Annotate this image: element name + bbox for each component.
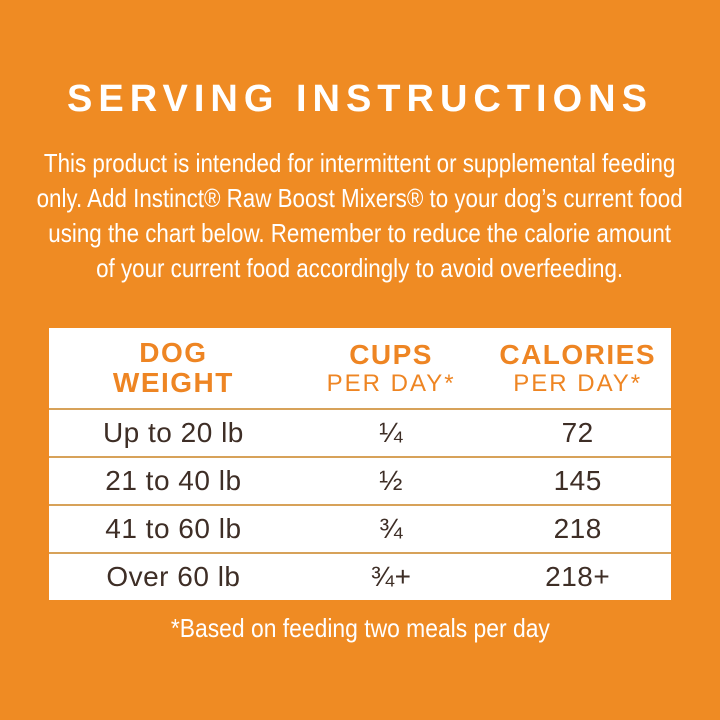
feeding-table: DOG WEIGHT CUPS PER DAY* CALORIES PER DA…: [49, 328, 671, 600]
intro-line-2: only. Add Instinct® Raw Boost Mixers® to…: [36, 183, 684, 213]
intro-paragraph: This product is intended for intermitten…: [37, 146, 683, 286]
feeding-table-header-row: DOG WEIGHT CUPS PER DAY* CALORIES PER DA…: [49, 328, 671, 408]
column-header-calories-line1: CALORIES: [499, 338, 657, 370]
cell-cups: ¼: [379, 417, 404, 448]
intro-line-1: This product is intended for intermitten…: [44, 148, 676, 178]
intro-line-3: using the chart below. Remember to reduc…: [48, 218, 672, 248]
cell-calories: 218+: [545, 561, 611, 592]
table-row-over-60lb: Over 60 lb ¾+ 218+: [49, 552, 671, 600]
column-header-dog-weight-line1: DOG: [139, 337, 208, 368]
column-header-calories-line2: PER DAY*: [513, 369, 643, 397]
cell-weight: Over 60 lb: [106, 561, 241, 592]
column-header-calories-per-day: CALORIES PER DAY*: [484, 338, 671, 397]
cell-calories: 218: [553, 513, 602, 544]
cell-cups: ½: [379, 465, 404, 496]
cell-cups: ¾: [379, 513, 404, 544]
column-header-cups-line2: PER DAY*: [326, 369, 456, 397]
intro-line-4: of your current food accordingly to avoi…: [96, 253, 624, 283]
cell-weight: 21 to 40 lb: [105, 465, 242, 496]
cell-calories: 145: [553, 465, 602, 496]
table-row-up-to-20lb: Up to 20 lb ¼ 72: [49, 408, 671, 456]
cell-weight: 41 to 60 lb: [105, 513, 242, 544]
column-header-dog-weight: DOG WEIGHT: [49, 338, 298, 398]
cell-cups: ¾+: [370, 561, 412, 592]
column-header-cups-line1: CUPS: [349, 338, 433, 370]
table-row-21-to-40lb: 21 to 40 lb ½ 145: [49, 456, 671, 504]
page-title: SERVING INSTRUCTIONS: [67, 78, 653, 120]
cell-calories: 72: [561, 417, 594, 448]
cell-weight: Up to 20 lb: [102, 417, 244, 448]
table-row-41-to-60lb: 41 to 60 lb ¾ 218: [49, 504, 671, 552]
column-header-cups-per-day: CUPS PER DAY*: [298, 338, 485, 397]
footnote: *Based on feeding two meals per day: [170, 613, 550, 643]
column-header-dog-weight-line2: WEIGHT: [112, 367, 234, 398]
